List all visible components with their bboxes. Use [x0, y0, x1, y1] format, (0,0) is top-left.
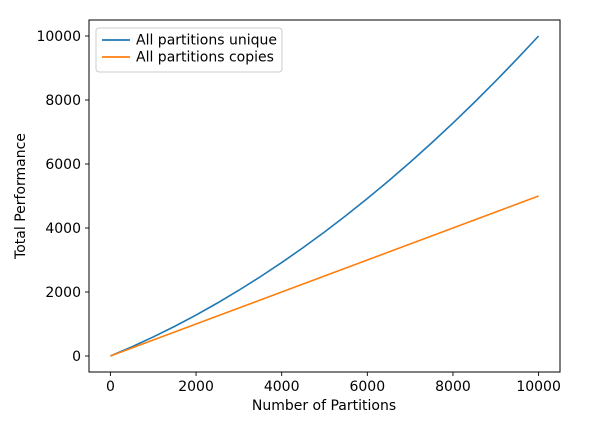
legend-entry-copies: All partitions copies: [102, 50, 274, 66]
y-tick-label: 6000: [45, 157, 81, 173]
y-tick-label: 0: [72, 349, 81, 365]
x-tick-label: 8000: [435, 379, 471, 395]
x-tick-label: 0: [106, 379, 115, 395]
x-axis-label: Number of Partitions: [252, 398, 396, 414]
legend-label-unique: All partitions unique: [136, 33, 277, 49]
legend: All partitions unique All partitions cop…: [95, 27, 283, 73]
legend-entry-unique: All partitions unique: [102, 33, 277, 49]
legend-box: [95, 27, 283, 73]
legend-label-copies: All partitions copies: [136, 50, 274, 66]
x-tick-label: 10000: [516, 379, 561, 395]
y-tick-label: 4000: [45, 221, 81, 237]
plot-area: 0 2000 4000 6000 8000 10000 0 2000 4000 6000 8000 1…: [36, 29, 560, 395]
x-tick-label: 4000: [264, 379, 300, 395]
y-tick-label: 10000: [36, 29, 81, 45]
y-axis-label: Total Performance: [13, 133, 29, 260]
y-tick-label: 8000: [45, 93, 81, 109]
plot-frame: [88, 19, 561, 373]
x-tick-label: 2000: [178, 379, 214, 395]
y-tick-label: 2000: [45, 285, 81, 301]
series-line-all-partitions-unique: [110, 35, 540, 357]
x-tick-label: 6000: [349, 379, 385, 395]
series-line-all-partitions-copies: [110, 195, 539, 357]
